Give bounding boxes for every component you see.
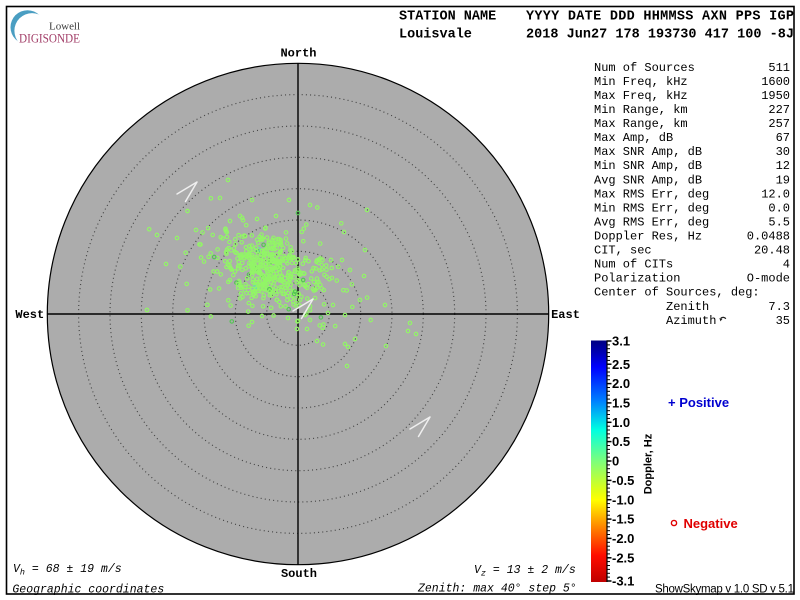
svg-text:0: 0: [612, 454, 619, 469]
svg-text:Lowell: Lowell: [49, 21, 80, 33]
svg-text:Geographic coordinates: Geographic coordinates: [12, 584, 164, 597]
svg-text:0.5: 0.5: [612, 434, 630, 449]
svg-text:South: South: [281, 567, 317, 581]
svg-text:Avg RMS Err, deg: Avg RMS Err, deg: [594, 216, 709, 230]
svg-text:1600: 1600: [761, 75, 790, 89]
svg-text:Min RMS Err, deg: Min RMS Err, deg: [594, 201, 709, 215]
svg-text:Max SNR Amp, dB: Max SNR Amp, dB: [594, 145, 702, 159]
svg-text:-0.5: -0.5: [612, 473, 634, 488]
svg-text:CIT, sec: CIT, sec: [594, 244, 652, 258]
svg-text:227: 227: [768, 103, 790, 117]
svg-text:O-mode: O-mode: [747, 272, 790, 286]
svg-text:-2.0: -2.0: [612, 531, 634, 546]
svg-text:1950: 1950: [761, 89, 790, 103]
svg-text:YYYY DATE DDD HHMMSS AXN PPS: YYYY DATE DDD HHMMSS AXN PPS IGP: [526, 10, 794, 25]
svg-text:Min Range, km: Min Range, km: [594, 103, 688, 117]
svg-text:0.0: 0.0: [768, 201, 790, 215]
svg-text:Max Amp, dB: Max Amp, dB: [594, 131, 673, 145]
svg-text:Zenith: max 40° step 5°: Zenith: max 40° step 5°: [417, 583, 577, 596]
svg-text:-2.5: -2.5: [612, 550, 634, 565]
svg-text:Vz = 13 ± 2 m/s: Vz = 13 ± 2 m/s: [474, 564, 576, 579]
svg-text:East: East: [551, 308, 580, 322]
svg-text:7.3: 7.3: [768, 300, 790, 314]
svg-text:4: 4: [783, 258, 790, 272]
svg-text:1.5: 1.5: [612, 396, 630, 411]
svg-text:257: 257: [768, 117, 790, 131]
svg-text:35: 35: [776, 314, 790, 328]
svg-text:0.0488: 0.0488: [747, 230, 790, 244]
svg-text:20.48: 20.48: [754, 244, 790, 258]
svg-text:Avg SNR Amp, dB: Avg SNR Amp, dB: [594, 173, 702, 187]
svg-text:Min SNR Amp, dB: Min SNR Amp, dB: [594, 159, 702, 173]
svg-text:2.0: 2.0: [612, 376, 630, 391]
svg-text:-1.5: -1.5: [612, 512, 634, 527]
svg-text:Num of Sources: Num of Sources: [594, 61, 695, 75]
svg-text:Azimuth: Azimuth: [666, 314, 716, 328]
svg-text:1.0: 1.0: [612, 415, 630, 430]
svg-text:-1.0: -1.0: [612, 492, 634, 507]
svg-text:2018 Jun27 178 193730 417 100: 2018 Jun27 178 193730 417 100 -8J: [526, 28, 794, 43]
svg-text:Center of Sources, deg:: Center of Sources, deg:: [594, 286, 760, 300]
svg-text:Min Freq, kHz: Min Freq, kHz: [594, 75, 688, 89]
svg-text:3.1: 3.1: [612, 334, 630, 349]
svg-text:STATION NAME: STATION NAME: [399, 10, 496, 25]
svg-text:30: 30: [776, 145, 790, 159]
svg-text:Zenith: Zenith: [666, 300, 709, 314]
svg-text:DIGISONDE: DIGISONDE: [19, 30, 80, 45]
svg-text:Max Range, km: Max Range, km: [594, 117, 688, 131]
svg-text:Num of CITs: Num of CITs: [594, 258, 673, 272]
svg-text:67: 67: [776, 131, 790, 145]
svg-text:-3.1: -3.1: [612, 574, 634, 589]
svg-text:2.5: 2.5: [612, 357, 630, 372]
svg-text:Negative: Negative: [684, 516, 738, 531]
svg-text:511: 511: [768, 61, 790, 75]
svg-text:19: 19: [776, 173, 790, 187]
svg-text:West: West: [15, 308, 44, 322]
svg-text:Louisvale: Louisvale: [399, 28, 472, 43]
svg-text:Vh = 68 ± 19 m/s: Vh = 68 ± 19 m/s: [13, 563, 122, 578]
svg-text:Doppler Res, Hz: Doppler Res, Hz: [594, 230, 702, 244]
svg-text:Doppler, Hz: Doppler, Hz: [643, 433, 655, 494]
svg-text:+ Positive: + Positive: [668, 395, 729, 410]
svg-text:5.5: 5.5: [768, 216, 790, 230]
svg-text:Max Freq, kHz: Max Freq, kHz: [594, 89, 688, 103]
svg-text:Polarization: Polarization: [594, 272, 680, 286]
svg-text:North: North: [280, 47, 316, 61]
svg-text:Max RMS Err, deg: Max RMS Err, deg: [594, 187, 709, 201]
svg-text:12: 12: [776, 159, 790, 173]
svg-text:ShowSkymap v 1.0 SD v 5.1: ShowSkymap v 1.0 SD v 5.1: [655, 584, 794, 596]
svg-text:12.0: 12.0: [761, 187, 790, 201]
